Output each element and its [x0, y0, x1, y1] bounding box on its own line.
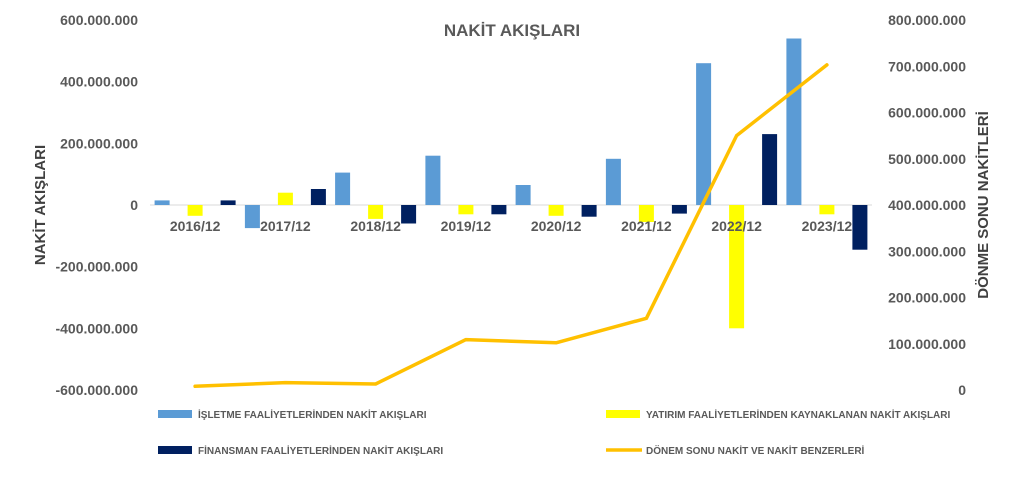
y2-tick-label: 400.000.000 [888, 197, 966, 213]
y2-tick-label: 500.000.000 [888, 151, 966, 167]
y-tick-label: 200.000.000 [60, 135, 138, 151]
legend-label-3: DÖNEM SONU NAKİT VE NAKİT BENZERLERİ [646, 444, 865, 457]
category-label: 2018/12 [350, 218, 401, 234]
category-label: 2017/12 [260, 218, 311, 234]
bar-series-2 [852, 205, 868, 250]
bar-series-0 [244, 205, 260, 229]
legend-swatch-1 [606, 410, 640, 418]
bar-series-0 [786, 38, 802, 205]
legend-label-1: YATIRIM FAALİYETLERİNDEN KAYNAKLANAN NAK… [646, 408, 950, 421]
line-point [464, 338, 468, 342]
bar-series-0 [425, 155, 441, 205]
category-label: 2023/12 [802, 218, 853, 234]
line-series-3 [193, 63, 829, 389]
bar-series-1 [187, 205, 203, 216]
bar-series-0 [605, 158, 621, 206]
bar-series-1 [729, 205, 745, 329]
category-label: 2022/12 [711, 218, 762, 234]
line-point [193, 384, 197, 388]
y-axis-title: NAKİT AKIŞLARI [32, 145, 49, 265]
line-point [554, 341, 558, 345]
bar-series-0 [515, 185, 531, 205]
bar-series-2 [581, 205, 597, 217]
bar-series-2 [220, 200, 236, 205]
legend-label-2: FİNANSMAN FAALİYETLERİNDEN NAKİT AKIŞLAR… [198, 444, 443, 457]
category-label: 2020/12 [531, 218, 582, 234]
y-tick-label: -600.000.000 [55, 382, 138, 398]
legend-swatch-0 [158, 410, 192, 418]
bar-series-2 [671, 205, 687, 214]
bar-series-0 [154, 200, 170, 205]
line-point [825, 63, 829, 67]
y-tick-label: 0 [130, 197, 138, 213]
bar-series-1 [819, 205, 835, 215]
y2-tick-label: 600.000.000 [888, 105, 966, 121]
legend-label-0: İŞLETME FAALİYETLERİNDEN NAKİT AKIŞLARI [198, 408, 427, 421]
bar-series-0 [696, 63, 712, 206]
legend-swatch-2 [158, 446, 192, 454]
line-point [735, 134, 739, 138]
category-label: 2016/12 [170, 218, 221, 234]
line-point [283, 381, 287, 385]
y2-tick-label: 100.000.000 [888, 336, 966, 352]
y-tick-label: -400.000.000 [55, 320, 138, 336]
y-tick-label: 600.000.000 [60, 12, 138, 28]
category-label: 2019/12 [441, 218, 492, 234]
y-tick-label: 400.000.000 [60, 74, 138, 90]
line-point [644, 316, 648, 320]
bar-series-1 [368, 205, 384, 219]
bar-series-0 [335, 172, 351, 205]
y2-tick-label: 0 [958, 382, 966, 398]
bar-series-1 [277, 192, 293, 205]
bar-series-2 [401, 205, 417, 224]
bar-series-2 [310, 189, 326, 205]
bar-series-1 [548, 205, 564, 216]
bar-series-2 [491, 205, 507, 215]
y2-tick-label: 700.000.000 [888, 58, 966, 74]
y2-tick-label: 200.000.000 [888, 290, 966, 306]
bar-series-1 [458, 205, 474, 215]
chart-title: NAKİT AKIŞLARI [444, 21, 580, 40]
y2-tick-label: 300.000.000 [888, 243, 966, 259]
y2-axis-title: DÖNME SONU NAKİTLERİ [975, 111, 992, 299]
bar-series-1 [638, 205, 654, 222]
category-label: 2021/12 [621, 218, 672, 234]
bar-series-2 [762, 134, 778, 205]
y2-tick-label: 800.000.000 [888, 12, 966, 28]
line-point [374, 382, 378, 386]
y-tick-label: -200.000.000 [55, 259, 138, 275]
